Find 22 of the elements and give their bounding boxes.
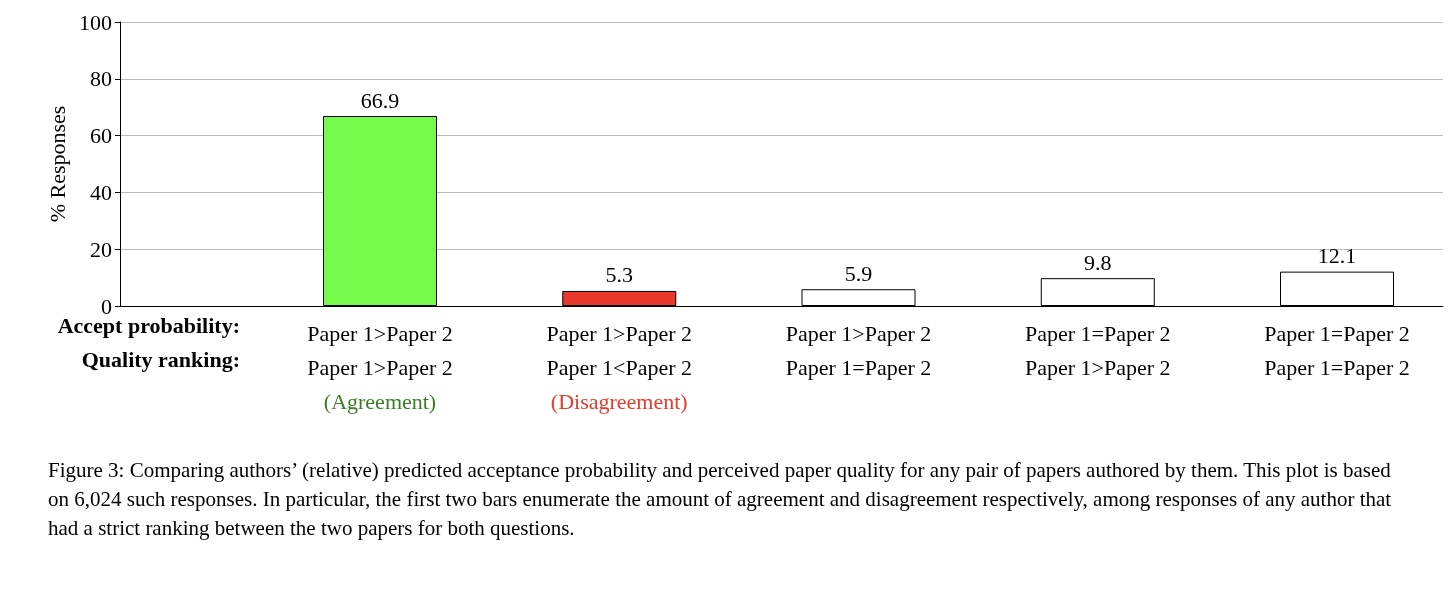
bar (1040, 278, 1155, 306)
y-tick-label: 40 (90, 179, 112, 205)
bar (562, 290, 677, 306)
data-label: 5.3 (605, 262, 633, 288)
data-label: 12.1 (1317, 243, 1357, 269)
x-tick-label: Paper 1>Paper 2 Paper 1=Paper 2 (785, 320, 932, 380)
data-label: 5.9 (844, 260, 873, 286)
data-label: 9.8 (1084, 249, 1112, 275)
text: Quality ranking: (81, 346, 240, 372)
x-tick-label: Paper 1=Paper 2 Paper 1=Paper 2 (1264, 320, 1410, 380)
x-tick-label: Paper 1>Paper 2 Paper 1<Paper 2 (Disagreement) (546, 320, 693, 414)
y-tick-label: 0 (101, 293, 112, 319)
y-tick-label: 60 (90, 123, 112, 149)
y-tick-label: 100 (79, 9, 112, 35)
y-axis-title: % Responses (44, 105, 70, 223)
caption: Figure 3: Comparing authors’ (relative) predicted acceptance probability and perceived paper quality for any pair of papers authored by them. This plot is based on 6,024 such responses. In particular, the first two bars enumerate the amount of agreement and disagreement respectively, among responses of any author that had a strict ranking between the two papers for both questions. (48, 457, 1397, 540)
y-tick-label: 80 (90, 66, 112, 92)
data-label: 66.9 (360, 87, 400, 113)
y-tick-label: 20 (90, 236, 112, 262)
x-tick-label: Paper 1=Paper 2 Paper 1>Paper 2 (1024, 320, 1171, 380)
x-tick-label: Paper 1>Paper 2 Paper 1>Paper 2 (Agreement) (307, 320, 453, 414)
bar (801, 289, 916, 306)
